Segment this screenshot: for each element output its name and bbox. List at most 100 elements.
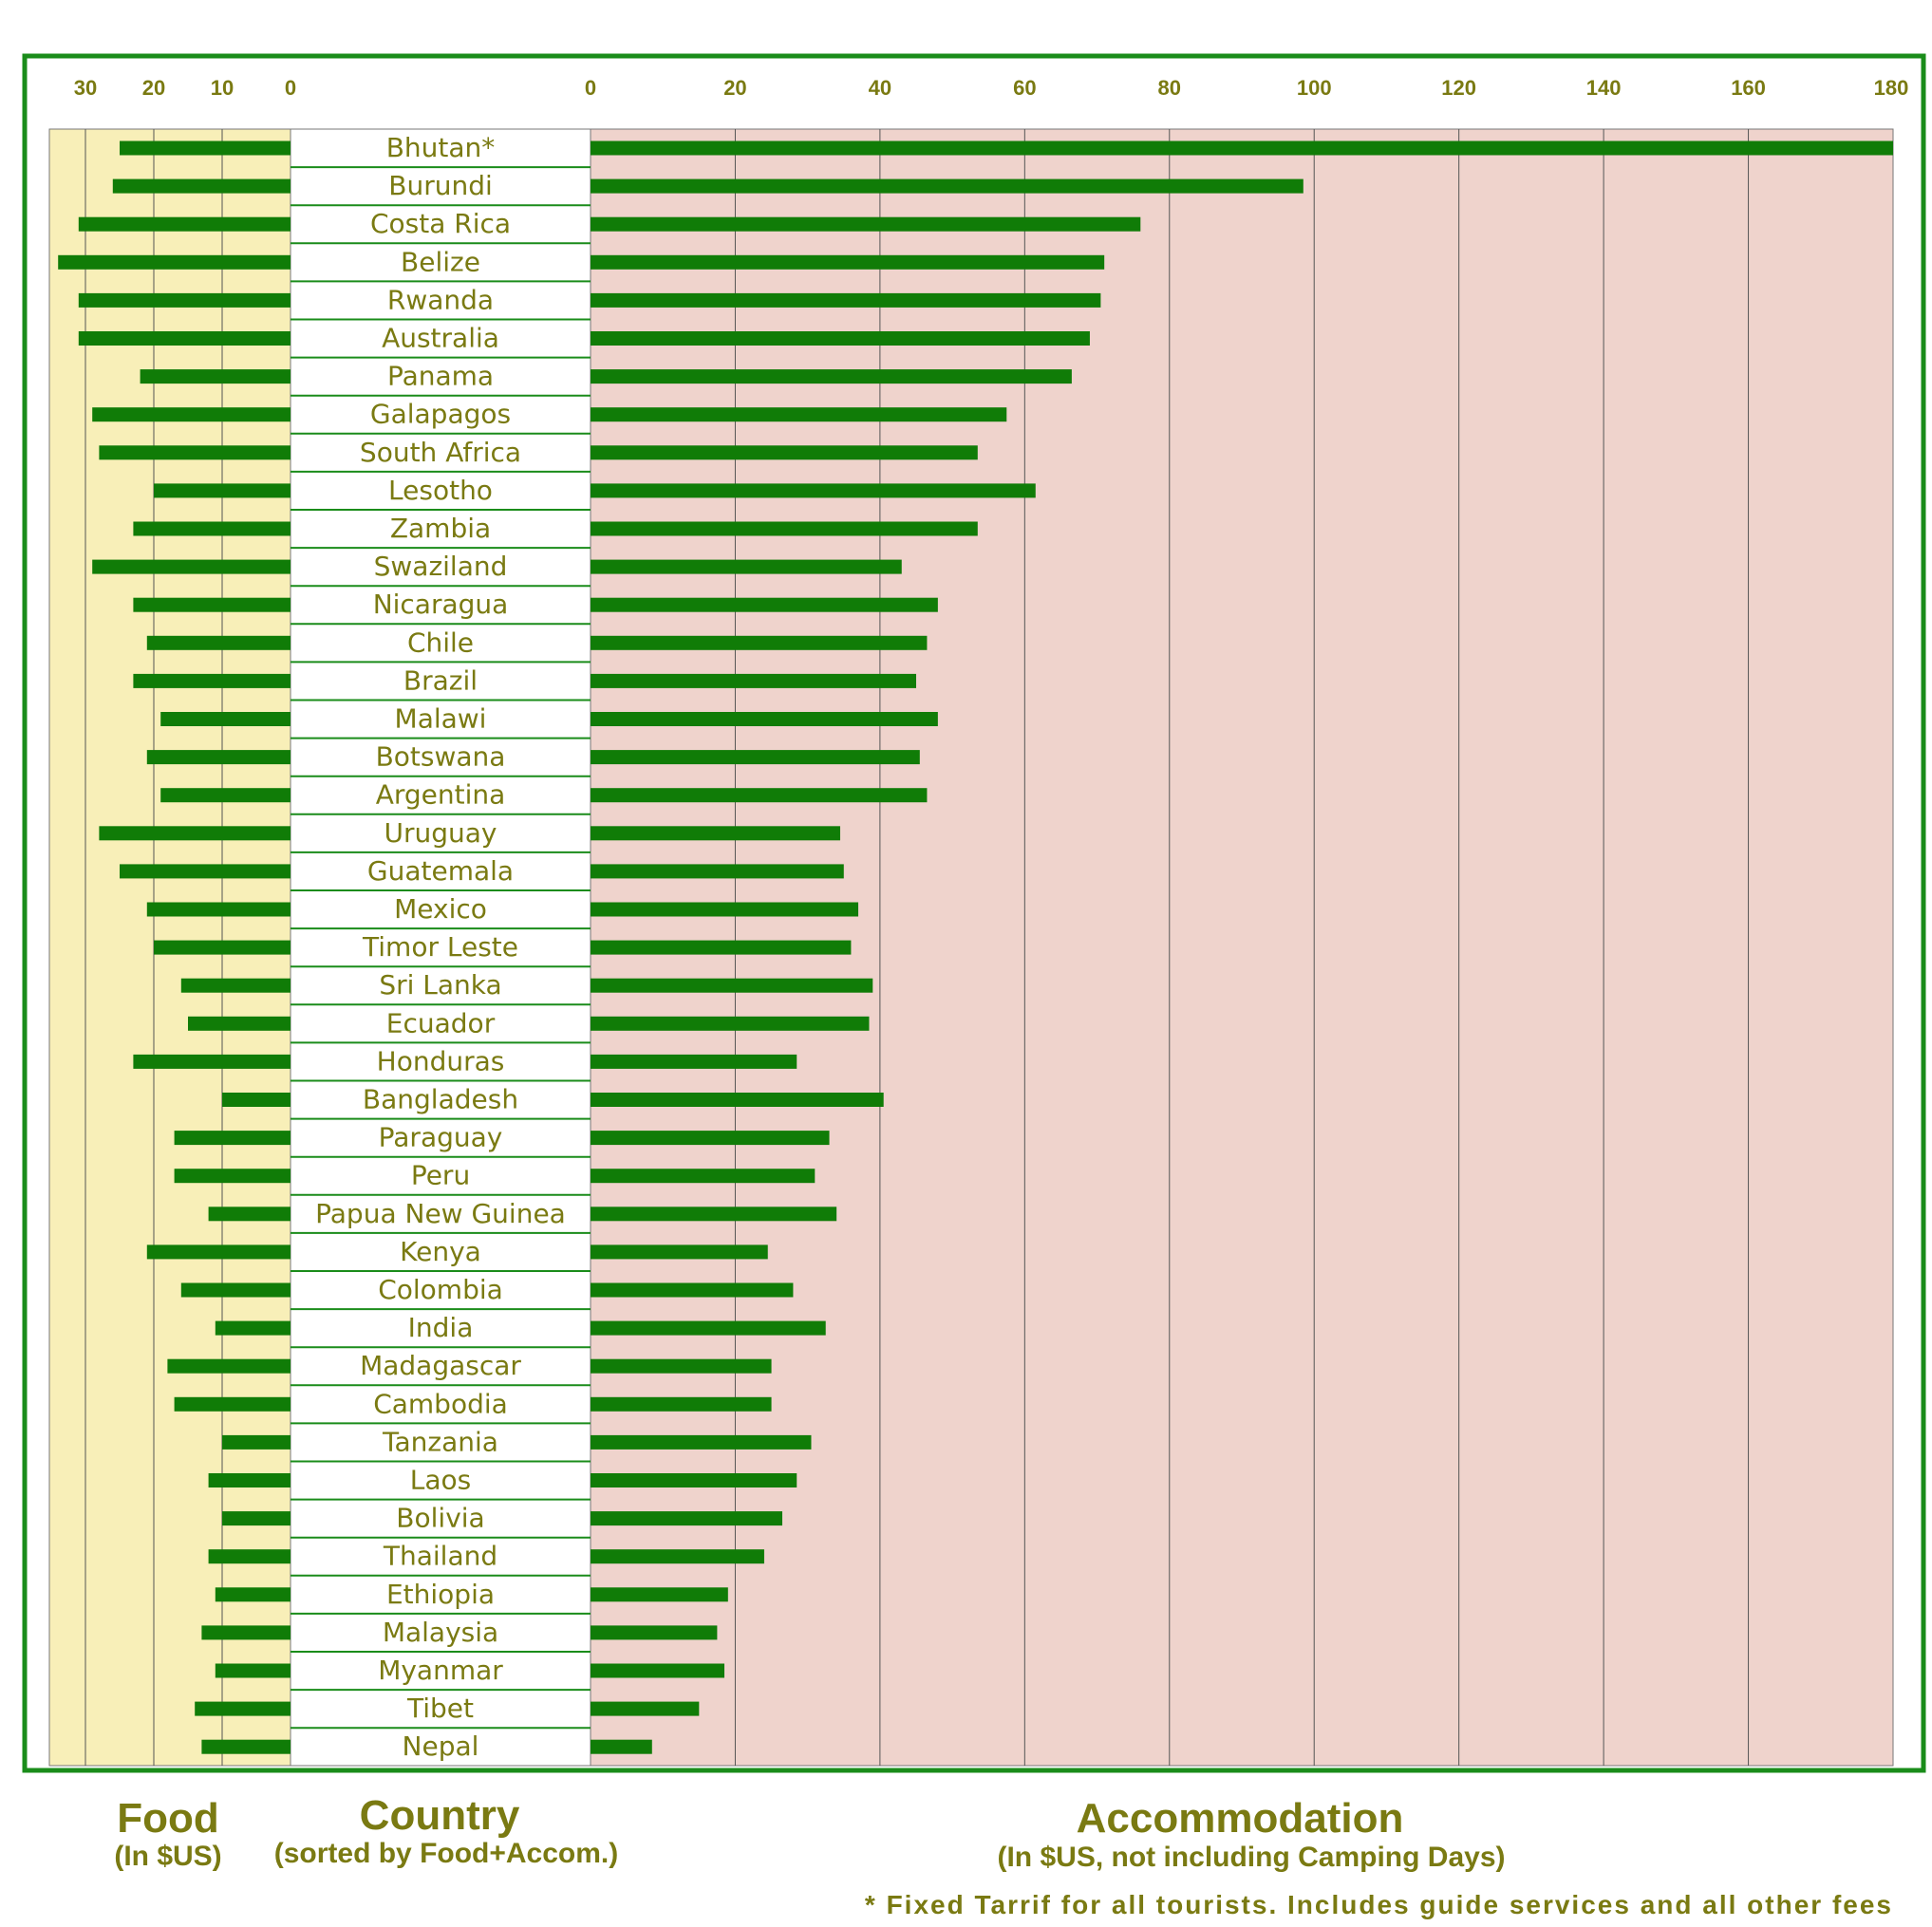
food-bars [58, 140, 291, 1754]
accommodation-bar [591, 559, 902, 574]
country-label: Tibet [406, 1693, 474, 1724]
country-label: Lesotho [388, 475, 493, 506]
country-label: Ethiopia [386, 1579, 495, 1610]
food-bar [180, 1282, 291, 1298]
accommodation-bar [591, 407, 1007, 422]
country-label: Botswana [376, 741, 506, 773]
accommodation-bar [591, 712, 938, 726]
food-bar [133, 597, 291, 612]
accommodation-bar [591, 788, 928, 803]
food-bar [174, 1396, 291, 1412]
accommodation-bar [591, 750, 920, 765]
accommodation-tick-label: 0 [585, 76, 596, 100]
accommodation-bar [591, 254, 1105, 270]
food-bar [92, 559, 291, 574]
accommodation-tick-label: 100 [1297, 76, 1332, 100]
food-bar [133, 1054, 291, 1069]
country-label: Colombia [378, 1274, 503, 1305]
country-label: Nepal [403, 1731, 479, 1762]
food-bar [120, 140, 291, 156]
food-bar [215, 1663, 291, 1678]
country-label: Malawi [395, 703, 487, 735]
country-subtitle: (sorted by Food+Accom.) [274, 1838, 619, 1869]
accommodation-bar [591, 673, 916, 688]
accommodation-tick-label: 40 [869, 76, 891, 100]
food-bar [133, 521, 291, 536]
food-bar [208, 1473, 291, 1487]
food-bar [160, 712, 291, 726]
accommodation-bar [591, 1511, 782, 1526]
country-label: Swaziland [374, 551, 508, 582]
food-bar [195, 1701, 291, 1716]
food-bar [201, 1739, 291, 1754]
country-label: Malaysia [383, 1617, 498, 1648]
accommodation-bar [591, 1169, 816, 1184]
food-tick-label: 0 [285, 76, 296, 100]
accommodation-axis-ticks: 0 20 40 60 80 100 120 140 160 180 [585, 76, 1908, 100]
food-tick-label: 30 [74, 76, 97, 100]
food-bar [154, 940, 291, 955]
food-bar [222, 1093, 291, 1107]
food-bar [222, 1434, 291, 1450]
country-label: Galapagos [370, 399, 511, 430]
country-label: Madagascar [360, 1350, 521, 1381]
country-label: Sri Lanka [379, 969, 501, 1001]
accommodation-bars [591, 140, 1893, 1754]
country-label: Bangladesh [363, 1084, 518, 1115]
country-label: Timor Leste [362, 931, 518, 963]
accommodation-bar [591, 1131, 830, 1146]
country-label: Thailand [383, 1541, 497, 1572]
accommodation-tick-label: 20 [723, 76, 746, 100]
accommodation-tick-label: 140 [1586, 76, 1622, 100]
food-tick-label: 10 [211, 76, 234, 100]
country-label: South Africa [360, 437, 521, 468]
food-axis-ticks: 30 20 10 0 [74, 76, 296, 100]
accommodation-bar [591, 1320, 826, 1336]
food-bar [140, 369, 291, 384]
country-label: Belize [401, 246, 480, 277]
country-label: India [408, 1312, 474, 1343]
country-label: Cambodia [373, 1388, 508, 1419]
accommodation-bar [591, 940, 852, 955]
food-bar [180, 978, 291, 993]
accommodation-bar [591, 864, 844, 879]
country-label: Zambia [390, 513, 491, 544]
country-label: Ecuador [386, 1007, 496, 1038]
country-column: Bhutan* Burundi Costa Rica Belize Rwanda Aust… [290, 128, 591, 1767]
food-subtitle: (In $US) [114, 1841, 221, 1872]
country-label: Myanmar [378, 1655, 503, 1686]
food-bar [120, 864, 291, 879]
footnote: * Fixed Tarrif for all tourists. Include… [865, 1890, 1893, 1919]
accommodation-bar [591, 1054, 797, 1069]
country-label: Bolivia [396, 1503, 484, 1534]
country-label: Rwanda [387, 284, 494, 315]
food-bar [167, 1358, 291, 1374]
accommodation-bar [591, 369, 1072, 384]
country-label: Chile [407, 627, 474, 658]
food-bar [154, 483, 291, 498]
country-label: Australia [382, 323, 499, 354]
accommodation-title: Accommodation [1077, 1795, 1404, 1842]
accommodation-subtitle: (In $US, not including Camping Days) [997, 1842, 1505, 1873]
country-label: Mexico [394, 893, 487, 925]
accommodation-bar [591, 1625, 718, 1640]
country-label: Papua New Guinea [315, 1198, 566, 1229]
accommodation-bar [591, 1207, 837, 1222]
food-bar [78, 331, 291, 346]
food-bar [222, 1511, 291, 1526]
accommodation-tick-label: 180 [1874, 76, 1909, 100]
food-bar [78, 216, 291, 232]
accommodation-bar [591, 445, 978, 460]
country-label: Peru [411, 1160, 470, 1191]
accommodation-bar [591, 597, 938, 612]
food-bar [58, 254, 291, 270]
accommodation-bar [591, 635, 928, 650]
accommodation-bar [591, 1739, 652, 1754]
accommodation-bar [591, 521, 978, 536]
country-label: Panama [387, 361, 494, 392]
food-bar [208, 1549, 291, 1564]
food-bar [174, 1169, 291, 1184]
country-label: Honduras [377, 1045, 505, 1076]
food-bar [92, 407, 291, 422]
